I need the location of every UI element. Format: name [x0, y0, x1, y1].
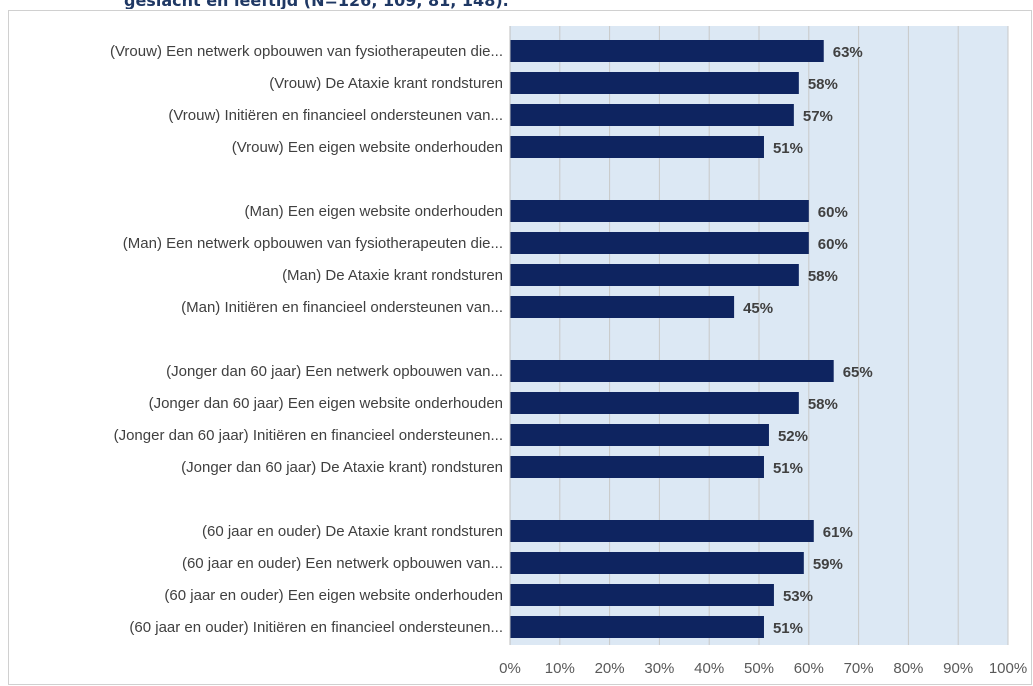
data-label: 61%	[823, 524, 853, 541]
category-label: (Man) De Ataxie krant rondsturen	[282, 267, 503, 284]
data-label: 58%	[808, 396, 838, 413]
bar	[510, 72, 799, 94]
bar	[510, 552, 804, 574]
bar	[510, 264, 799, 286]
bar	[510, 424, 769, 446]
category-label: (Vrouw) Een eigen website onderhouden	[232, 139, 503, 156]
category-label: (60 jaar en ouder) Een eigen website ond…	[164, 587, 503, 604]
x-tick-label: 10%	[545, 660, 575, 677]
bar	[510, 456, 764, 478]
bar	[510, 200, 809, 222]
category-label: (Man) Een netwerk opbouwen van fysiother…	[123, 235, 503, 252]
category-label: (Jonger dan 60 jaar) Een eigen website o…	[149, 395, 503, 412]
category-label: (Jonger dan 60 jaar) Initiëren en financ…	[114, 427, 503, 444]
bar	[510, 360, 834, 382]
bar	[510, 104, 794, 126]
data-label: 65%	[843, 364, 873, 381]
category-label: (Jonger dan 60 jaar) De Ataxie krant) ro…	[181, 459, 503, 476]
data-label: 63%	[833, 44, 863, 61]
bar	[510, 296, 735, 318]
data-label: 51%	[773, 140, 803, 157]
category-label: (60 jaar en ouder) Een netwerk opbouwen …	[182, 555, 503, 572]
category-label: (Man) Een eigen website onderhouden	[244, 203, 503, 220]
data-label: 51%	[773, 460, 803, 477]
x-tick-label: 40%	[694, 660, 724, 677]
x-tick-label: 90%	[943, 660, 973, 677]
category-label: (Vrouw) De Ataxie krant rondsturen	[269, 75, 503, 92]
x-tick-label: 20%	[595, 660, 625, 677]
x-tick-label: 80%	[893, 660, 923, 677]
x-tick-label: 30%	[644, 660, 674, 677]
data-label: 52%	[778, 428, 808, 445]
chart-title-strip: geslacht en leeftijd (N=126, 109, 81, 14…	[0, 0, 1033, 9]
bar	[510, 392, 799, 414]
category-label: (60 jaar en ouder) Initiëren en financie…	[129, 619, 503, 636]
x-tick-label: 60%	[794, 660, 824, 677]
x-tick-label: 100%	[989, 660, 1027, 677]
x-tick-label: 50%	[744, 660, 774, 677]
category-label: (Vrouw) Initiëren en financieel onderste…	[168, 107, 503, 124]
category-label: (Vrouw) Een netwerk opbouwen van fysioth…	[110, 43, 503, 60]
bar	[510, 136, 764, 158]
data-label: 58%	[808, 76, 838, 93]
data-label: 57%	[803, 108, 833, 125]
bar	[510, 232, 809, 254]
data-label: 45%	[743, 300, 773, 317]
chart-title: geslacht en leeftijd (N=126, 109, 81, 14…	[124, 0, 509, 9]
category-label: (60 jaar en ouder) De Ataxie krant ronds…	[202, 523, 503, 540]
data-label: 60%	[818, 236, 848, 253]
x-tick-label: 0%	[499, 660, 521, 677]
category-label: (Jonger dan 60 jaar) Een netwerk opbouwe…	[166, 363, 503, 380]
data-label: 51%	[773, 620, 803, 637]
bar	[510, 584, 774, 606]
category-label: (Man) Initiëren en financieel ondersteun…	[181, 299, 503, 316]
bar	[510, 40, 824, 62]
bar	[510, 616, 764, 638]
bar	[510, 520, 814, 542]
data-label: 59%	[813, 556, 843, 573]
data-label: 58%	[808, 268, 838, 285]
data-label: 53%	[783, 588, 813, 605]
data-label: 60%	[818, 204, 848, 221]
x-tick-label: 70%	[844, 660, 874, 677]
